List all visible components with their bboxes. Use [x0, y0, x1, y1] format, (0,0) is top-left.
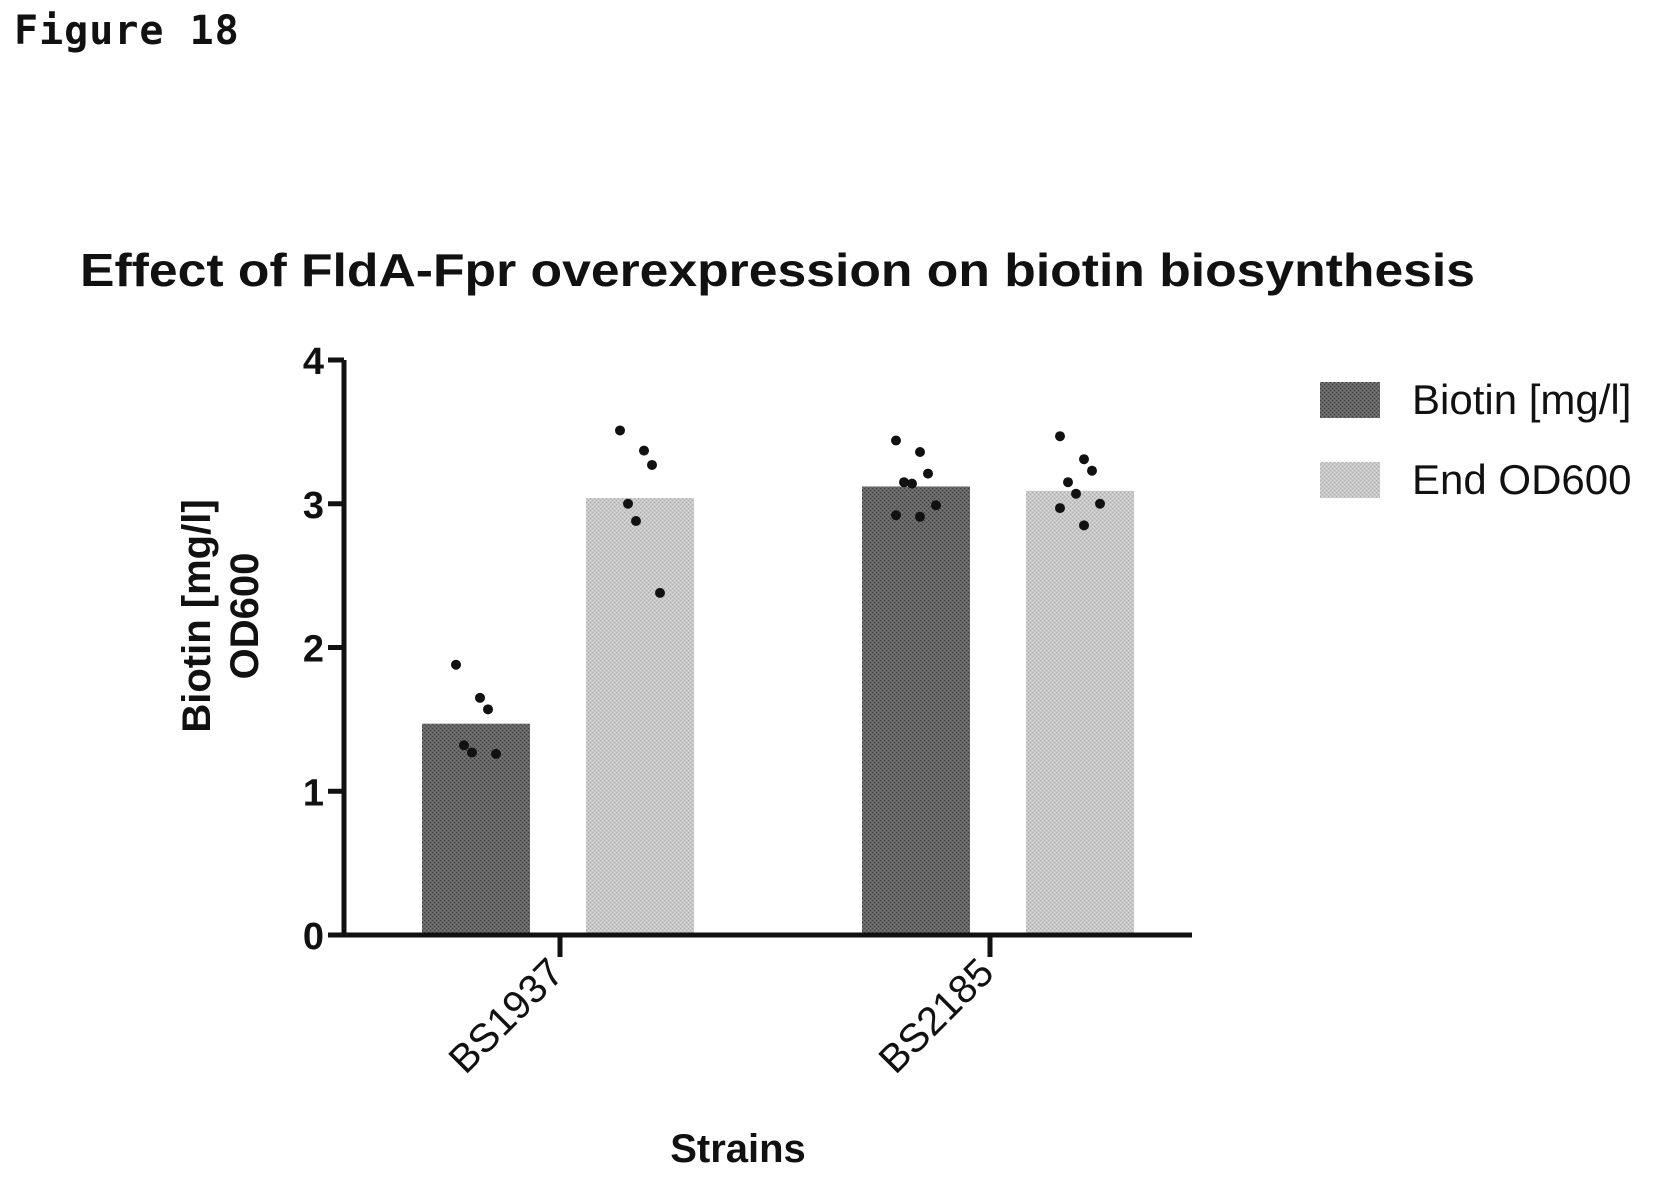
x-tick-label: BS2185	[871, 950, 1003, 1082]
data-point	[475, 693, 485, 703]
data-point	[483, 704, 493, 714]
bar-biotin-mg-l-bs2185	[862, 487, 970, 936]
legend-swatch	[1320, 462, 1380, 498]
chart-title: Effect of FldA-Fpr overexpression on bio…	[80, 244, 1475, 296]
data-point	[467, 747, 477, 757]
data-point	[615, 425, 625, 435]
x-axis-label: Strains	[670, 1127, 806, 1171]
data-point	[931, 500, 941, 510]
y-tick-label: 0	[303, 916, 324, 958]
data-point	[1055, 431, 1065, 441]
data-point	[459, 740, 469, 750]
data-point	[623, 499, 633, 509]
data-point	[923, 469, 933, 479]
data-point	[1087, 466, 1097, 476]
data-point	[891, 436, 901, 446]
data-point	[907, 479, 917, 489]
data-point	[1071, 489, 1081, 499]
y-axis-label-line2: OD600	[223, 553, 267, 680]
x-tick-label: BS1937	[441, 950, 573, 1082]
legend-label: Biotin [mg/l]	[1412, 376, 1631, 423]
data-point	[491, 749, 501, 759]
y-tick-label: 3	[303, 485, 324, 527]
bar-end-od600-bs1937	[586, 498, 694, 935]
data-point	[915, 447, 925, 457]
data-point	[1095, 499, 1105, 509]
data-point	[915, 512, 925, 522]
y-tick-label: 2	[303, 629, 324, 671]
legend-swatch	[1320, 382, 1380, 418]
data-point	[1079, 520, 1089, 530]
data-point	[655, 588, 665, 598]
data-point	[451, 660, 461, 670]
y-axis-label-line1: Biotin [mg/l]	[175, 499, 219, 732]
data-point	[891, 510, 901, 520]
legend-label: End OD600	[1412, 456, 1631, 503]
y-tick-label: 1	[303, 772, 324, 814]
plot-area: 0 1 2 3 4 BS1937 BS2185	[303, 341, 1192, 1082]
data-point	[647, 460, 657, 470]
data-point	[1063, 477, 1073, 487]
legend: Biotin [mg/l] End OD600	[1320, 376, 1631, 503]
y-tick-label: 4	[303, 341, 324, 383]
data-point	[1079, 454, 1089, 464]
bar-end-od600-bs2185	[1026, 491, 1134, 935]
data-point	[631, 516, 641, 526]
data-point	[639, 446, 649, 456]
data-point	[1055, 503, 1065, 513]
